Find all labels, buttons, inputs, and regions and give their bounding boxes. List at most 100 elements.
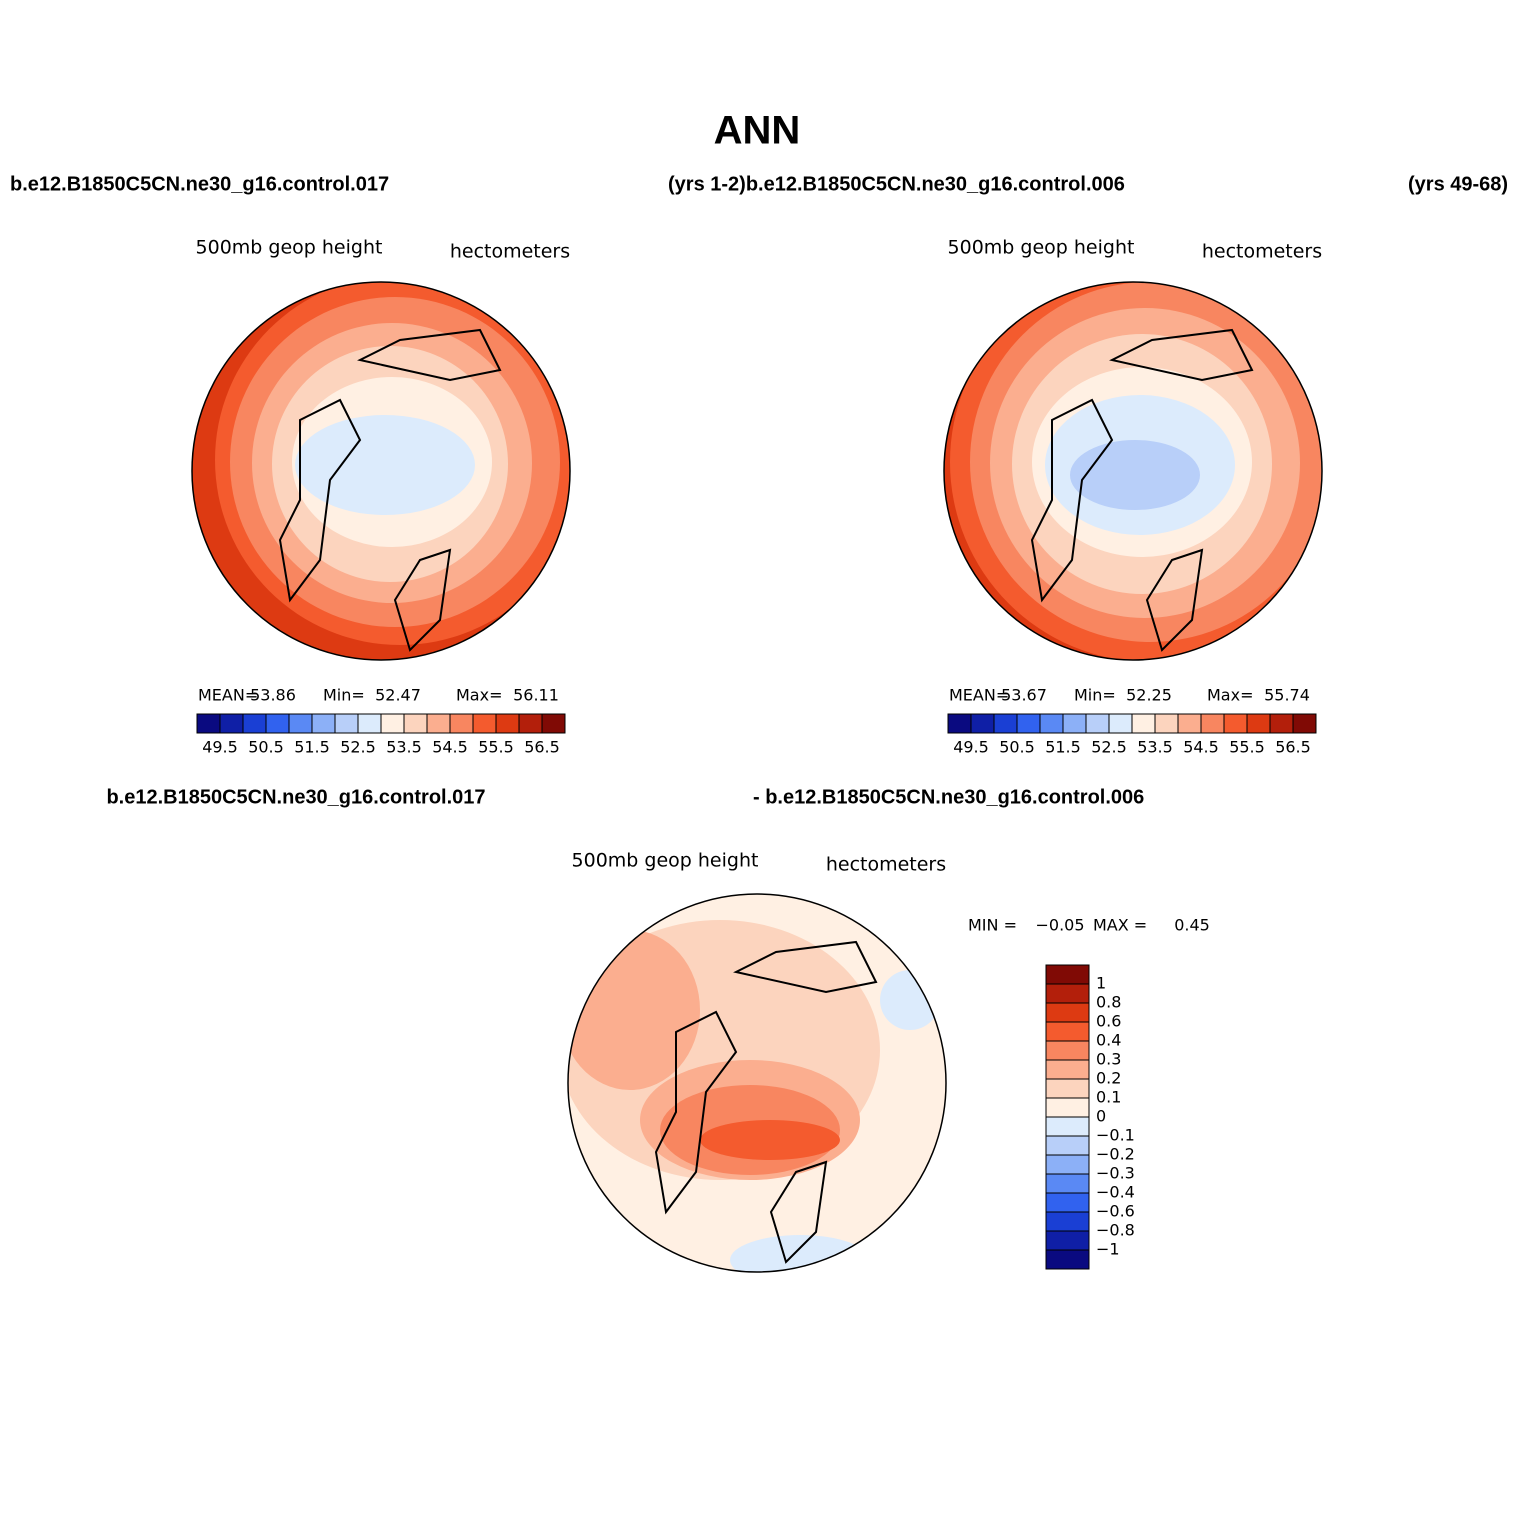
colorbar-box	[196, 713, 221, 734]
colorbar-label: 0.3	[1096, 1050, 1121, 1069]
colorbar-box	[380, 713, 405, 734]
colorbar-label: 0.2	[1096, 1069, 1121, 1088]
colorbar-label: 0.1	[1096, 1088, 1121, 1107]
stat-label: Min=	[1074, 686, 1116, 705]
colorbar-box	[1045, 964, 1090, 985]
colorbar-label: 54.5	[432, 738, 468, 757]
colorbar-box	[288, 713, 313, 734]
header: (yrs 49-68)	[1408, 173, 1508, 195]
colorbar-label: 56.5	[524, 738, 560, 757]
colorbar-box	[1045, 1230, 1090, 1251]
colorbar-label: −0.3	[1096, 1164, 1135, 1183]
colorbar-box	[947, 713, 972, 734]
colorbar-box	[1045, 1135, 1090, 1156]
colorbar-box	[1223, 713, 1248, 734]
colorbar-label: 56.5	[1275, 738, 1311, 757]
colorbar-box	[265, 713, 290, 734]
colorbar-box	[1131, 713, 1156, 734]
colorbar-box	[1045, 1116, 1090, 1137]
map	[192, 282, 570, 660]
colorbar-box	[334, 713, 359, 734]
header: b.e12.B1850C5CN.ne30_g16.control.017	[106, 786, 485, 808]
colorbar-box	[1045, 1097, 1090, 1118]
header: - b.e12.B1850C5CN.ne30_g16.control.006	[753, 786, 1144, 808]
header: (yrs 1-2)b.e12.B1850C5CN.ne30_g16.contro…	[668, 173, 1125, 195]
colorbar-box	[1045, 1021, 1090, 1042]
colorbar-box	[1292, 713, 1317, 734]
colorbar-box	[1039, 713, 1064, 734]
colorbar-label: 52.5	[1091, 738, 1127, 757]
stat-label: Max=	[1207, 686, 1253, 705]
colorbar-box	[1045, 1154, 1090, 1175]
colorbar-box	[1045, 983, 1090, 1004]
stat-label: Max=	[456, 686, 502, 705]
colorbar-label: 53.5	[386, 738, 422, 757]
colorbar-box	[1045, 1173, 1090, 1194]
stat-value: 56.11	[513, 686, 559, 705]
colorbar-label: −0.4	[1096, 1183, 1135, 1202]
stat-label: MAX =	[1093, 916, 1147, 935]
colorbar-label: 53.5	[1137, 738, 1173, 757]
title: ANN	[714, 109, 801, 153]
colorbar-label: 52.5	[340, 738, 376, 757]
colorbar-box	[1045, 1078, 1090, 1099]
colorbar-label: 0	[1096, 1107, 1106, 1126]
colorbar-box	[242, 713, 267, 734]
map	[568, 894, 946, 1272]
colorbar-box	[1269, 713, 1294, 734]
colorbar-box	[1108, 713, 1133, 734]
colorbar-label: 51.5	[1045, 738, 1081, 757]
units: hectometers	[450, 241, 570, 263]
colorbar-label: 49.5	[953, 738, 989, 757]
colorbar-box	[495, 713, 520, 734]
colorbar-box	[1085, 713, 1110, 734]
colorbar-label: −0.1	[1096, 1126, 1135, 1145]
colorbar-box	[357, 713, 382, 734]
colorbar-box	[1016, 713, 1041, 734]
colorbar-label: 55.5	[478, 738, 514, 757]
colorbar-label: 50.5	[999, 738, 1035, 757]
stat-value: 52.25	[1126, 686, 1172, 705]
stat-label: MEAN=	[949, 686, 1009, 705]
colorbar-box	[403, 713, 428, 734]
colorbar-box	[311, 713, 336, 734]
colorbar-box	[449, 713, 474, 734]
colorbar-box	[1045, 1249, 1090, 1270]
stat-value: 55.74	[1264, 686, 1310, 705]
colorbar-box	[426, 713, 451, 734]
variable: 500mb geop height	[196, 237, 383, 259]
colorbar-label: 1	[1096, 974, 1106, 993]
colorbar-label: 51.5	[294, 738, 330, 757]
colorbar-box	[1045, 1192, 1090, 1213]
colorbar-label: −0.2	[1096, 1145, 1135, 1164]
colorbar-box	[1045, 1059, 1090, 1080]
colorbar-label: −0.8	[1096, 1221, 1135, 1240]
colorbar-box	[970, 713, 995, 734]
colorbar-label: 49.5	[202, 738, 238, 757]
stat-value: 0.45	[1174, 916, 1210, 935]
units: hectometers	[1202, 241, 1322, 263]
colorbar-box	[1154, 713, 1179, 734]
stat-value: 53.67	[1001, 686, 1047, 705]
colorbar-box	[219, 713, 244, 734]
colorbar-label: 0.8	[1096, 993, 1121, 1012]
header: b.e12.B1850C5CN.ne30_g16.control.017	[10, 173, 389, 195]
colorbar-label: −1	[1096, 1240, 1120, 1259]
colorbar-label: 55.5	[1229, 738, 1265, 757]
variable: 500mb geop height	[948, 237, 1135, 259]
stat-value: 52.47	[375, 686, 421, 705]
colorbar-box	[1045, 1002, 1090, 1023]
stat-label: MIN =	[968, 916, 1017, 935]
colorbar-label: 50.5	[248, 738, 284, 757]
colorbar-box	[472, 713, 497, 734]
stat-value: −0.05	[1035, 916, 1084, 935]
colorbar-box	[1045, 1040, 1090, 1061]
colorbar-box	[993, 713, 1018, 734]
colorbar-box	[1177, 713, 1202, 734]
variable: 500mb geop height	[572, 850, 759, 872]
stat-label: Min=	[323, 686, 365, 705]
stat-label: MEAN=	[198, 686, 258, 705]
colorbar-box	[1062, 713, 1087, 734]
colorbar-label: 54.5	[1183, 738, 1219, 757]
